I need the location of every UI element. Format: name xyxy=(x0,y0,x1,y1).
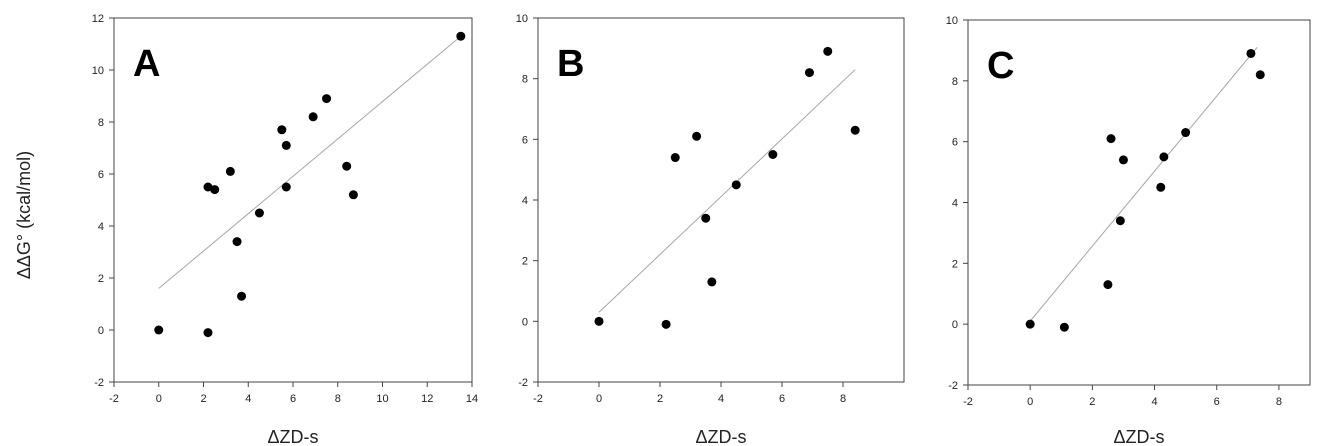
panel-letter-c: C xyxy=(987,45,1014,87)
data-point-b-1 xyxy=(661,319,671,329)
y-tick-label-c-4: 6 xyxy=(952,137,958,149)
y-tick-label-c-2: 2 xyxy=(952,258,958,270)
data-point-a-14 xyxy=(348,190,358,200)
data-point-b-2 xyxy=(670,153,680,163)
y-tick-label-a-1: 0 xyxy=(98,325,104,337)
y-tick-label-b-1: 0 xyxy=(522,316,528,328)
panel-b: -2 0 2 4 6 8 -2 0 2 4 6 8 10 B ΔZD-s xyxy=(516,13,905,446)
x-tick-label-a-3: 4 xyxy=(245,393,251,405)
data-point-a-5 xyxy=(232,237,242,247)
data-point-b-5 xyxy=(707,277,717,287)
data-point-a-7 xyxy=(254,208,264,218)
x-axis-label-a: ΔZD-s xyxy=(267,427,318,446)
y-tick-label-b-3: 4 xyxy=(522,195,528,207)
data-point-a-13 xyxy=(342,161,352,171)
data-point-b-3 xyxy=(692,131,702,141)
data-point-b-8 xyxy=(804,68,814,78)
data-point-b-9 xyxy=(823,46,833,56)
data-point-c-8 xyxy=(1181,128,1191,138)
data-point-c-2 xyxy=(1103,280,1113,290)
x-tick-label-b-3: 4 xyxy=(718,393,724,405)
data-point-a-8 xyxy=(277,125,287,135)
data-point-a-6 xyxy=(237,291,247,301)
y-tick-label-b-0: -2 xyxy=(518,377,528,389)
x-tick-label-b-0: -2 xyxy=(533,393,543,405)
y-tick-label-c-0: -2 xyxy=(948,380,958,392)
y-tick-label-c-5: 8 xyxy=(952,76,958,88)
x-tick-label-a-8: 14 xyxy=(466,393,478,405)
x-tick-label-c-1: 0 xyxy=(1027,396,1033,408)
x-tick-label-b-2: 2 xyxy=(657,393,663,405)
x-tick-label-a-0: -2 xyxy=(109,393,119,405)
data-point-c-3 xyxy=(1106,134,1116,144)
data-point-b-7 xyxy=(768,150,778,159)
y-tick-label-b-6: 10 xyxy=(516,13,528,25)
x-tick-label-a-2: 2 xyxy=(200,393,206,405)
x-tick-label-c-5: 8 xyxy=(1276,396,1282,408)
data-point-a-12 xyxy=(322,94,332,104)
y-tick-label-a-3: 4 xyxy=(98,221,104,233)
data-point-c-10 xyxy=(1255,70,1265,80)
data-point-b-6 xyxy=(731,180,741,190)
data-point-c-5 xyxy=(1118,155,1128,165)
data-point-b-10 xyxy=(850,125,860,135)
data-point-a-3 xyxy=(210,185,220,195)
data-point-a-9 xyxy=(281,140,291,150)
fit-line-a xyxy=(158,35,462,289)
panel-a: -2 0 2 4 6 8 10 12 14 -2 0 2 4 6 8 10 12 A ΔZD-s xyxy=(92,13,478,446)
panel-letter-b: B xyxy=(557,43,584,85)
x-tick-label-a-6: 10 xyxy=(376,393,388,405)
data-point-c-4 xyxy=(1115,216,1125,226)
x-tick-label-a-7: 12 xyxy=(421,393,433,405)
x-axis-label-b: ΔZD-s xyxy=(695,427,746,446)
data-point-a-15 xyxy=(456,31,466,41)
y-tick-label-a-4: 6 xyxy=(98,169,104,181)
data-point-a-10 xyxy=(281,182,291,192)
y-tick-label-a-0: -2 xyxy=(94,377,104,389)
x-tick-label-c-2: 2 xyxy=(1089,396,1095,408)
data-point-a-1 xyxy=(203,328,213,338)
data-point-b-4 xyxy=(701,213,711,223)
figure-y-axis-label: ΔΔG° (kcal/mol) xyxy=(14,151,34,279)
y-tick-label-c-1: 0 xyxy=(952,319,958,331)
y-tick-label-c-3: 4 xyxy=(952,198,958,210)
data-point-c-9 xyxy=(1246,48,1256,58)
x-tick-label-b-5: 8 xyxy=(840,393,846,405)
plot-frame-b xyxy=(537,17,905,383)
y-tick-label-c-6: 10 xyxy=(946,15,958,27)
data-point-c-1 xyxy=(1059,322,1069,332)
data-point-c-7 xyxy=(1159,152,1169,162)
y-tick-label-a-7: 12 xyxy=(92,13,104,25)
y-tick-label-b-4: 6 xyxy=(522,134,528,146)
x-tick-label-c-3: 4 xyxy=(1151,396,1157,408)
y-tick-label-b-5: 8 xyxy=(522,74,528,86)
plot-frame-a xyxy=(113,17,473,383)
data-point-a-11 xyxy=(308,112,318,122)
panel-letter-a: A xyxy=(133,43,160,85)
y-tick-label-a-2: 2 xyxy=(98,273,104,285)
x-tick-label-b-1: 0 xyxy=(596,393,602,405)
x-tick-label-a-5: 8 xyxy=(335,393,341,405)
data-point-a-4 xyxy=(225,166,235,176)
fit-line-b xyxy=(598,69,856,313)
fit-line-c xyxy=(1029,47,1258,322)
x-tick-label-a-4: 6 xyxy=(290,393,296,405)
data-point-c-6 xyxy=(1156,182,1166,192)
x-tick-label-a-1: 0 xyxy=(156,393,162,405)
data-point-a-0 xyxy=(154,325,164,335)
x-tick-label-c-4: 6 xyxy=(1214,396,1220,408)
y-tick-label-b-2: 2 xyxy=(522,256,528,268)
y-tick-label-a-5: 8 xyxy=(98,117,104,129)
y-tick-label-a-6: 10 xyxy=(92,65,104,77)
x-axis-label-c: ΔZD-s xyxy=(1113,427,1164,446)
x-tick-label-b-4: 6 xyxy=(779,393,785,405)
data-point-b-0 xyxy=(594,316,604,326)
data-point-c-0 xyxy=(1025,319,1035,329)
panel-c: -2 0 2 4 6 8 -2 0 2 4 6 8 10 C ΔZD-s xyxy=(946,15,1311,446)
x-tick-label-c-0: -2 xyxy=(963,396,973,408)
